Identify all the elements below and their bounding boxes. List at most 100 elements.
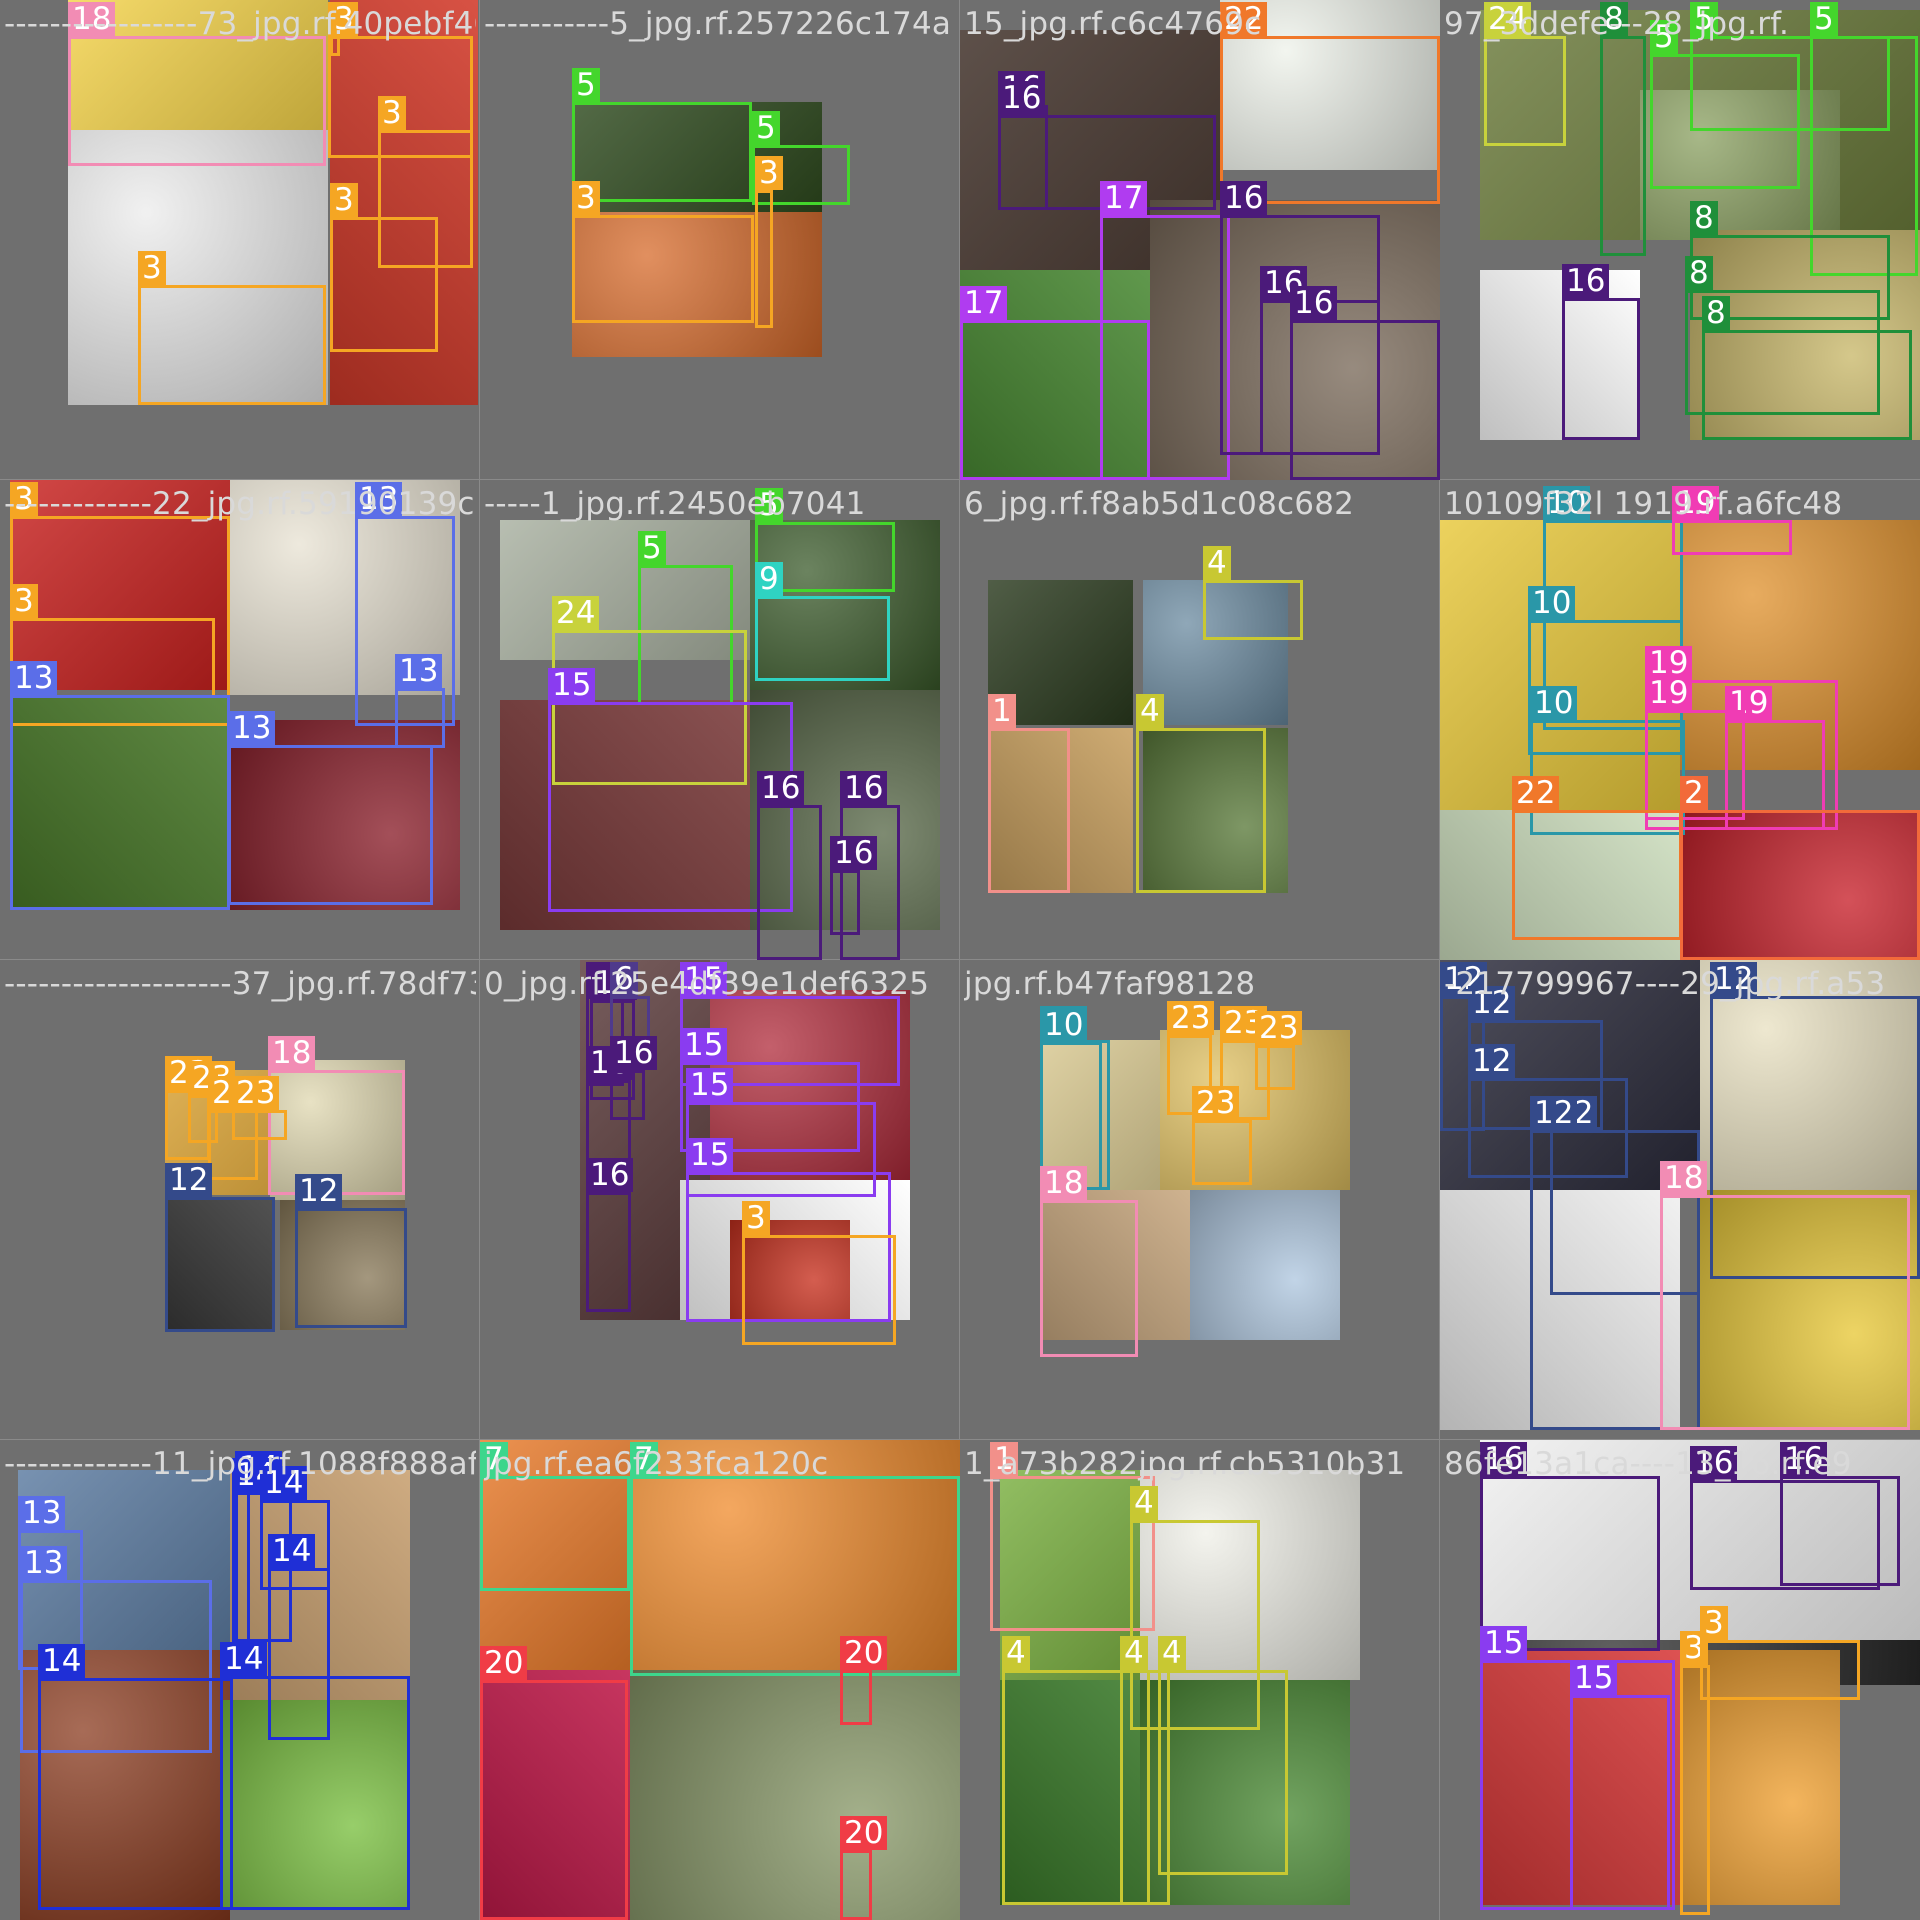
vegetable-photo-crop — [230, 720, 460, 910]
class-label: 3 — [330, 183, 358, 217]
class-label: 4 — [1136, 694, 1164, 728]
mosaic-tile: --------------------37_jpg.rf.78df73688 1… — [0, 959, 481, 1441]
class-label: 3 — [755, 156, 783, 190]
class-label: 16 — [1562, 264, 1610, 298]
vegetable-photo-crop — [1440, 520, 1680, 810]
class-label: 14 — [268, 1534, 316, 1568]
vegetable-photo-crop — [1680, 810, 1920, 960]
class-label: 15 — [686, 1138, 734, 1172]
class-label: 3 — [138, 251, 166, 285]
class-label: 4 — [1120, 1636, 1148, 1670]
class-label: 18 — [1660, 1161, 1708, 1195]
class-label: 8 — [1685, 256, 1713, 290]
class-label: 13 — [395, 654, 443, 688]
detection-box: 12 — [165, 1163, 275, 1332]
class-label: 3 — [742, 1201, 770, 1235]
class-label: 15 — [686, 1068, 734, 1102]
detection-box: 3 — [330, 2, 358, 56]
detection-box: 4 — [1120, 1636, 1150, 1905]
tile-filename: jpg.rf.ea6f233fca120c — [484, 1446, 829, 1482]
class-label: 15 — [680, 962, 728, 996]
mosaic-tile: 10109f32l 1919.rf.a6fc48 10 10 10 19 19 19 19 22… — [1439, 479, 1920, 961]
detection-box: 8 — [1600, 2, 1646, 256]
mosaic-tile: -------------22_jpg.rf.59190139c1ce88cd3… — [0, 479, 481, 961]
class-label: 22 — [1512, 776, 1560, 810]
detection-box: 16 — [1780, 1442, 1900, 1586]
vegetable-photo-crop — [1190, 1190, 1340, 1340]
class-label: 16 — [1220, 181, 1268, 215]
detection-box: 16 — [840, 771, 900, 960]
detection-box: 4 — [1158, 1636, 1288, 1875]
vegetable-photo-crop — [630, 1670, 960, 1920]
detection-box: 23 — [1167, 1001, 1215, 1115]
tile-filename: 1_a73b282jpg.rf.cb5310b31 — [964, 1446, 1406, 1482]
class-label: 16 — [998, 81, 1046, 115]
class-label: 16 — [1480, 1442, 1528, 1476]
detection-box: 20 — [840, 1636, 888, 1725]
class-label: 17 — [960, 286, 1008, 320]
class-label: 12 — [165, 1163, 213, 1197]
tile-filename: -----1_jpg.rf.2450eb7041 — [484, 486, 866, 522]
class-label: 8 — [1600, 2, 1628, 36]
class-label: 19 — [1672, 486, 1720, 520]
detection-box: 16 — [610, 1036, 658, 1120]
detection-box: 5 — [638, 531, 733, 705]
class-label: 5 — [755, 488, 783, 522]
class-label: 19 — [1645, 676, 1693, 710]
detection-box: 12 — [1530, 1096, 1700, 1430]
class-label: 10 — [1528, 586, 1576, 620]
tile-filename: -----------------73_jpg.rf.40pebf40ba — [4, 6, 476, 42]
class-label: 4 — [1130, 1486, 1158, 1520]
class-label: 16 — [840, 771, 888, 805]
detection-box: 16 — [586, 1158, 634, 1312]
class-label: 8 — [1702, 296, 1730, 330]
detection-box: 9 — [755, 562, 890, 681]
detection-box: 3 — [378, 96, 473, 268]
class-label: 14 — [220, 1642, 268, 1676]
mosaic-tile: -217799967----29_jpg.rf.a531212121212121… — [1439, 959, 1920, 1441]
class-label: 2 — [1680, 776, 1708, 810]
class-label: 13 — [20, 1546, 68, 1580]
mosaic-tile: 15_jpg.rf.c6c4769c2216161717161616 — [959, 0, 1441, 481]
detection-box: 13 — [228, 711, 433, 905]
vegetable-photo-crop — [1480, 270, 1640, 440]
vegetable-photo-crop — [500, 520, 750, 660]
vegetable-photo-crop — [165, 1200, 275, 1330]
tile-filename: jpg.rf.b47faf98128 — [964, 966, 1256, 1002]
class-label: 13 — [355, 482, 403, 516]
class-label: 22 — [1220, 2, 1268, 36]
detection-box: 5 — [755, 488, 895, 592]
vegetable-photo-crop — [750, 690, 940, 930]
class-label: 5 — [1810, 2, 1838, 36]
detection-box: 13 — [355, 482, 455, 726]
detection-box: 17 — [1100, 181, 1230, 480]
class-label: 3 — [572, 181, 600, 215]
class-label: 16 — [586, 1158, 634, 1192]
detection-box: 3 — [572, 181, 754, 323]
detection-box: 5 — [1810, 2, 1918, 276]
detection-box: 3 — [742, 1201, 896, 1345]
class-label: 23 — [1192, 1086, 1240, 1120]
detection-box: 15 — [680, 1028, 860, 1152]
detection-box: 3 — [1700, 1606, 1860, 1700]
vegetable-photo-crop — [1000, 1680, 1140, 1905]
vegetable-photo-crop — [988, 728, 1133, 893]
detection-box: 5 — [572, 68, 752, 202]
class-label: 1 — [990, 1442, 1018, 1476]
mosaic-tile: 0_jpg.rf.25e4df39e1def632516166151516161… — [479, 959, 961, 1441]
tile-filename: --------------------37_jpg.rf.78df73688 — [4, 966, 476, 1002]
detection-box: 14 — [260, 1466, 330, 1590]
detection-box: 23 — [1255, 1011, 1303, 1090]
class-label: 13 — [10, 661, 58, 695]
class-label: 15 — [1480, 1626, 1528, 1660]
class-label: 19 — [1645, 646, 1693, 680]
detection-box: 4 — [1203, 546, 1303, 640]
detection-box: 16 — [1480, 1442, 1660, 1651]
class-label: 12 — [1468, 1044, 1516, 1078]
class-label: 3 — [10, 482, 38, 516]
vegetable-photo-crop — [10, 695, 230, 910]
detection-box: 16 — [1290, 286, 1440, 480]
detection-box: 22 — [1512, 776, 1682, 940]
detection-box: 16 — [757, 771, 822, 960]
vegetable-photo-crop — [10, 480, 230, 690]
